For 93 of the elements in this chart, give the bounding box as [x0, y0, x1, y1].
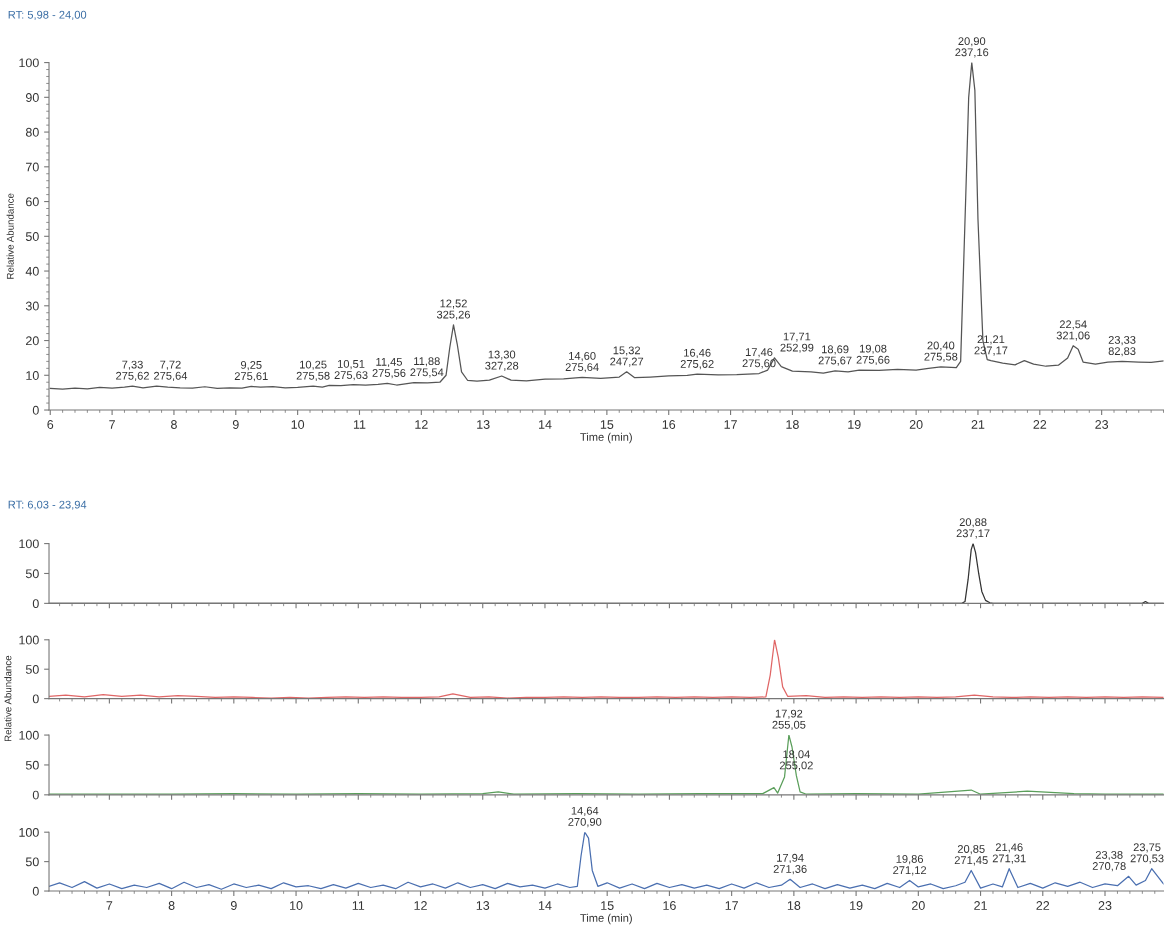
- y-tick-label: 100: [19, 58, 39, 68]
- annotation: 17,71 252,99: [780, 332, 814, 353]
- x-tick-label: 20: [912, 901, 925, 910]
- y-tick-label: 10: [26, 371, 39, 380]
- annotation: 22,54 321,06: [1056, 320, 1090, 341]
- annotation: 17,92 255,05: [772, 709, 806, 731]
- annotation: 11,45 275,56: [372, 357, 406, 379]
- annotation: 10,25 275,58: [296, 360, 330, 381]
- x-tick-label: 16: [663, 901, 676, 910]
- x-tick-label: 17: [724, 420, 737, 429]
- x-tick-label: 21: [974, 901, 987, 910]
- chart-title: RT: 5,98 - 24,00: [8, 10, 87, 20]
- x-tick-label: 18: [787, 901, 801, 910]
- x-tick-label: 8: [168, 901, 175, 910]
- x-tick-label: 8: [171, 420, 177, 429]
- x-tick-label: 11: [353, 420, 366, 429]
- y-tick-label: 0: [32, 790, 39, 800]
- y-tick-label: 90: [25, 93, 39, 102]
- annotation: 12,52 325,26: [436, 299, 470, 320]
- annotation: 9,25 275,61: [234, 361, 268, 382]
- x-tick-label: 13: [477, 420, 490, 429]
- annotation: 23,75 270,53: [1130, 843, 1164, 864]
- y-tick-label: 50: [25, 569, 39, 579]
- y-tick-label: 20: [26, 336, 39, 346]
- x-tick-label: 21: [971, 420, 985, 429]
- annotation: 10,51 275,63: [334, 359, 368, 381]
- annotation: 7,33 275,62: [116, 360, 149, 381]
- y-tick-label: 80: [25, 127, 39, 137]
- x-tick-label: 17: [725, 901, 738, 910]
- x-tick-label: 13: [476, 901, 490, 910]
- x-tick-label: 10: [291, 420, 305, 429]
- annotation: 19,08 275,66: [856, 344, 890, 366]
- annotation: 21,46 271,31: [992, 843, 1026, 864]
- annotation: 19,86 271,12: [893, 855, 927, 876]
- x-axis-title: Time (min): [580, 913, 632, 925]
- annotation: 15,32 247,27: [610, 346, 644, 367]
- x-tick-label: 11: [352, 901, 365, 910]
- y-tick-label: 0: [32, 599, 39, 609]
- annotation: 20,88 237,17: [956, 518, 990, 539]
- x-axis-title: Time (min): [580, 432, 632, 444]
- y-tick-label: 50: [25, 857, 39, 867]
- annotation: 11,88 275,54: [410, 357, 444, 378]
- annotation: 18,69 275,67: [818, 345, 852, 366]
- annotation: 14,64 270,90: [568, 806, 602, 828]
- y-tick-label: 70: [26, 162, 39, 172]
- y-tick-label: 100: [19, 827, 39, 837]
- x-tick-label: 14: [538, 901, 552, 910]
- line-series: [49, 62, 1164, 390]
- x-tick-label: 19: [850, 901, 863, 910]
- y-axis-title: Relative Abundance: [4, 655, 12, 742]
- annotation: 20,40 275,58: [924, 341, 958, 362]
- annotation: 16,46 275,62: [680, 348, 714, 370]
- annotation: 13,30 327,28: [485, 350, 519, 371]
- annotation: 7,72 275,64: [154, 360, 188, 381]
- y-tick-label: 0: [32, 886, 39, 896]
- x-tick-label: 12: [415, 420, 428, 429]
- x-tick-label: 15: [600, 420, 614, 429]
- y-tick-label: 50: [25, 665, 39, 674]
- chart-title: RT: 6,03 - 23,94: [8, 500, 87, 510]
- x-tick-label: 15: [601, 901, 614, 910]
- x-tick-label: 20: [909, 420, 923, 429]
- x-tick-label: 16: [662, 420, 676, 429]
- x-tick-label: 9: [232, 420, 239, 429]
- y-tick-label: 0: [32, 405, 39, 415]
- x-tick-label: 18: [786, 420, 799, 429]
- x-tick-label: 22: [1033, 420, 1047, 429]
- x-tick-label: 7: [109, 420, 115, 429]
- annotation: 17,94 271,36: [773, 853, 807, 875]
- y-tick-label: 100: [19, 635, 39, 645]
- x-tick-label: 10: [290, 901, 303, 910]
- x-tick-label: 12: [414, 901, 427, 910]
- y-tick-label: 60: [26, 197, 39, 207]
- x-tick-label: 19: [848, 420, 861, 429]
- x-tick-label: 7: [106, 901, 113, 910]
- annotation: 23,38 270,78: [1092, 850, 1126, 872]
- y-tick-label: 0: [32, 694, 39, 704]
- y-tick-label: 50: [25, 232, 39, 241]
- x-tick-label: 22: [1036, 901, 1050, 910]
- y-tick-label: 100: [19, 730, 39, 740]
- y-tick-label: 100: [19, 539, 39, 549]
- annotation: 23,33 82,83: [1108, 335, 1136, 357]
- y-axis-title: Relative Abundance: [6, 193, 14, 279]
- annotation: 20,85 271,45: [954, 845, 988, 866]
- x-tick-label: 9: [230, 901, 237, 910]
- y-tick-label: 30: [25, 301, 39, 311]
- x-tick-label: 6: [47, 420, 54, 429]
- annotation: 20,90 237,16: [955, 37, 989, 58]
- x-tick-label: 14: [539, 420, 552, 429]
- y-tick-label: 40: [25, 266, 39, 276]
- x-tick-label: 23: [1095, 420, 1109, 429]
- x-tick-label: 23: [1098, 901, 1112, 910]
- annotation: 14,60 275,64: [565, 351, 599, 373]
- y-tick-label: 50: [25, 760, 39, 770]
